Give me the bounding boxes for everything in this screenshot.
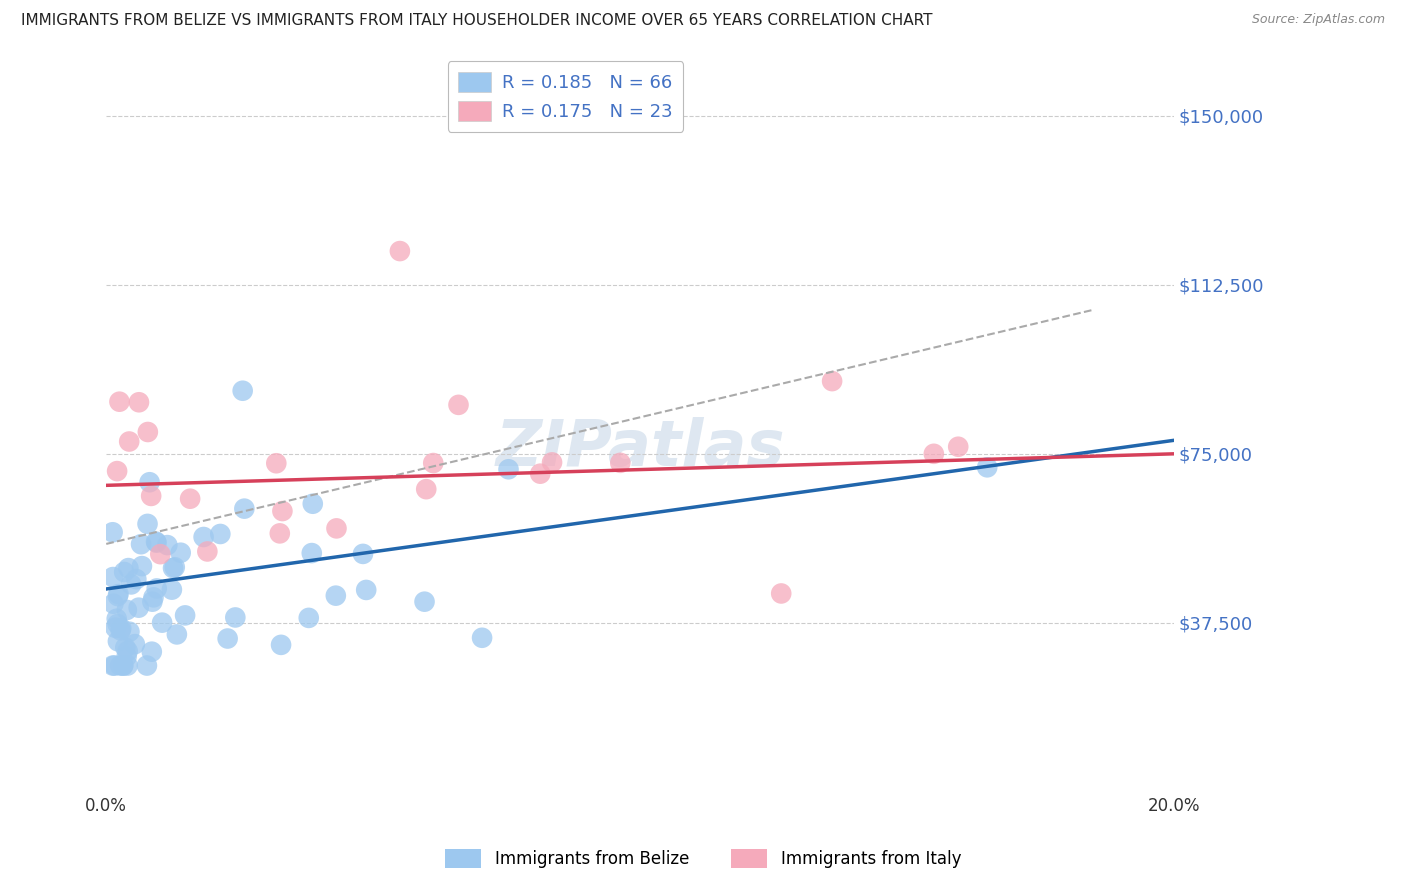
Point — [325, 521, 347, 535]
Point — [110, 624, 132, 638]
Point — [117, 658, 139, 673]
Point — [195, 544, 218, 558]
Point — [112, 658, 135, 673]
Point — [266, 456, 288, 470]
Point — [447, 398, 470, 412]
Point — [128, 600, 150, 615]
Point — [224, 610, 246, 624]
Point — [145, 534, 167, 549]
Point — [422, 456, 444, 470]
Point — [128, 395, 150, 409]
Point — [103, 597, 125, 611]
Point — [110, 621, 132, 635]
Point — [135, 658, 157, 673]
Point — [115, 649, 138, 664]
Point — [948, 440, 970, 454]
Point — [388, 244, 411, 258]
Legend: Immigrants from Belize, Immigrants from Italy: Immigrants from Belize, Immigrants from … — [439, 843, 967, 875]
Point — [166, 627, 188, 641]
Point — [142, 591, 165, 605]
Text: Source: ZipAtlas.com: Source: ZipAtlas.com — [1251, 13, 1385, 27]
Point — [108, 658, 131, 673]
Point — [149, 547, 172, 561]
Point — [271, 504, 294, 518]
Point — [179, 491, 201, 506]
Point — [233, 501, 256, 516]
Point — [150, 615, 173, 630]
Point — [609, 456, 631, 470]
Text: ZIPatlas: ZIPatlas — [495, 417, 785, 479]
Point — [101, 658, 124, 673]
Point — [209, 527, 232, 541]
Point — [138, 475, 160, 490]
Point — [114, 640, 136, 655]
Point — [156, 538, 179, 552]
Point — [120, 577, 142, 591]
Point — [301, 497, 323, 511]
Point — [163, 560, 186, 574]
Point — [352, 547, 374, 561]
Point — [129, 537, 152, 551]
Point — [529, 467, 551, 481]
Point — [541, 455, 564, 469]
Point — [141, 595, 163, 609]
Point — [117, 644, 139, 658]
Point — [141, 489, 163, 503]
Point — [107, 587, 129, 601]
Point — [498, 462, 520, 476]
Point — [145, 582, 167, 596]
Point — [270, 638, 292, 652]
Legend: R = 0.185   N = 66, R = 0.175   N = 23: R = 0.185 N = 66, R = 0.175 N = 23 — [447, 62, 683, 132]
Point — [217, 632, 239, 646]
Point — [415, 482, 437, 496]
Text: IMMIGRANTS FROM BELIZE VS IMMIGRANTS FROM ITALY HOUSEHOLDER INCOME OVER 65 YEARS: IMMIGRANTS FROM BELIZE VS IMMIGRANTS FRO… — [21, 13, 932, 29]
Point — [269, 526, 291, 541]
Point — [325, 589, 347, 603]
Point — [118, 624, 141, 639]
Point — [136, 516, 159, 531]
Point — [471, 631, 494, 645]
Point — [770, 586, 793, 600]
Point — [976, 460, 998, 475]
Point — [118, 434, 141, 449]
Point — [112, 658, 135, 673]
Point — [170, 546, 193, 560]
Point — [162, 561, 184, 575]
Point — [124, 637, 146, 651]
Point — [107, 589, 129, 603]
Point — [136, 425, 159, 439]
Point — [141, 645, 163, 659]
Point — [413, 595, 436, 609]
Point — [103, 658, 125, 673]
Point — [112, 565, 135, 579]
Point — [298, 611, 321, 625]
Point — [232, 384, 254, 398]
Point — [160, 582, 183, 597]
Point — [107, 617, 129, 632]
Point — [101, 570, 124, 584]
Point — [115, 603, 138, 617]
Point — [193, 530, 215, 544]
Point — [145, 535, 167, 549]
Point — [105, 612, 128, 626]
Point — [301, 546, 323, 560]
Point — [104, 621, 127, 635]
Point — [821, 374, 844, 388]
Point — [125, 572, 148, 586]
Point — [105, 464, 128, 478]
Point — [107, 634, 129, 648]
Point — [922, 447, 945, 461]
Point — [101, 525, 124, 540]
Point — [131, 559, 153, 574]
Point — [117, 561, 139, 575]
Point — [354, 582, 377, 597]
Point — [174, 608, 197, 623]
Point — [108, 394, 131, 409]
